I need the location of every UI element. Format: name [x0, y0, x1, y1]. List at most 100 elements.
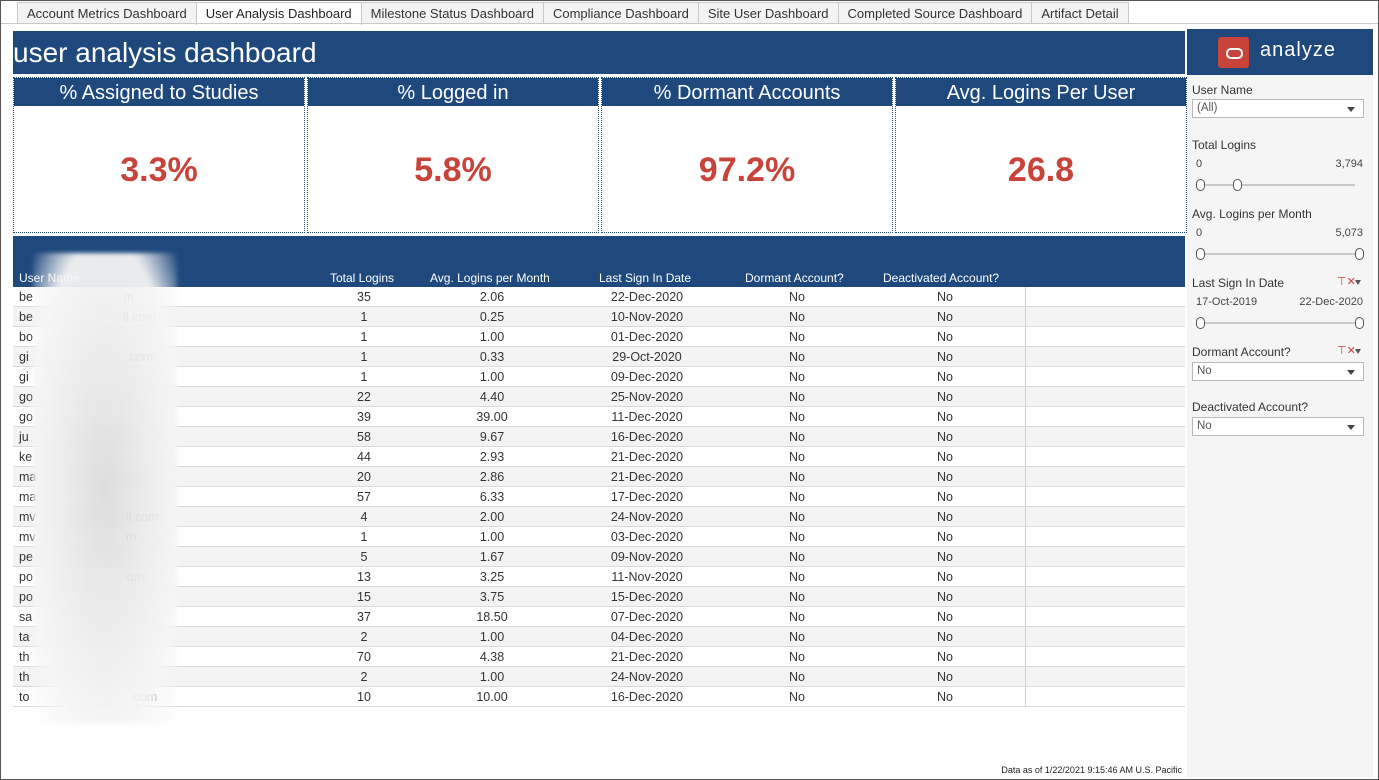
column-divider	[1025, 287, 1026, 306]
total-logins-cell: 1	[360, 310, 368, 324]
table-row[interactable]: ma 20 2.86 21-Dec-2020 No No	[13, 467, 1185, 487]
user-name-cell: gi	[19, 370, 29, 384]
dormant-account-dropdown[interactable]: No	[1192, 362, 1364, 381]
total-logins-cell: 1	[360, 350, 368, 364]
clear-filter-icon[interactable]: ⊤✕	[1337, 345, 1356, 357]
table-row[interactable]: th 70 4.38 21-Dec-2020 No No	[13, 647, 1185, 667]
tab-completed-source-dashboard[interactable]: Completed Source Dashboard	[837, 2, 1033, 24]
last-sign-in-cell: 09-Nov-2020	[610, 550, 684, 564]
tab-compliance-dashboard[interactable]: Compliance Dashboard	[542, 2, 699, 24]
last-sign-in-cell: 24-Nov-2020	[610, 510, 684, 524]
total-logins-max-handle[interactable]	[1233, 179, 1242, 191]
dashboard-tabs: Account Metrics Dashboard User Analysis D…	[17, 2, 1129, 25]
column-divider	[1025, 667, 1026, 686]
filter-label-avg-logins: Avg. Logins per Month	[1192, 207, 1312, 221]
column-header-total-logins[interactable]: Total Logins	[330, 271, 395, 285]
column-header-avg-logins-per-month[interactable]: Avg. Logins per Month	[430, 271, 550, 285]
deactivated-cell: No	[937, 610, 953, 624]
table-row[interactable]: pe 5 1.67 09-Nov-2020 No No	[13, 547, 1185, 567]
total-logins-cell: 5	[360, 550, 368, 564]
avg-logins-cell: 39.00	[476, 410, 508, 424]
last-sign-in-cell: 10-Nov-2020	[610, 310, 684, 324]
table-row[interactable]: ta 2 1.00 04-Dec-2020 No No	[13, 627, 1185, 647]
column-header-last-sign-in-date[interactable]: Last Sign In Date	[599, 271, 692, 285]
last-sign-in-cell: 15-Dec-2020	[610, 590, 684, 604]
last-sign-in-slider-track[interactable]	[1199, 322, 1357, 324]
last-sign-in-cell: 29-Oct-2020	[612, 350, 682, 364]
clear-filter-icon[interactable]: ⊤✕	[1337, 276, 1356, 288]
table-row[interactable]: bo 1 1.00 01-Dec-2020 No No	[13, 327, 1185, 347]
total-logins-slider-track[interactable]	[1199, 184, 1355, 186]
table-row[interactable]: po 15 3.75 15-Dec-2020 No No	[13, 587, 1185, 607]
table-row[interactable]: ke 44 2.93 21-Dec-2020 No No	[13, 447, 1185, 467]
dormant-cell: No	[789, 650, 805, 664]
column-header-dormant-account[interactable]: Dormant Account?	[745, 271, 844, 285]
avg-logins-slider-track[interactable]	[1199, 253, 1357, 255]
kpi-logged-in: % Logged in 5.8%	[307, 77, 599, 233]
tab-account-metrics-dashboard[interactable]: Account Metrics Dashboard	[17, 2, 197, 24]
avg-logins-max-handle[interactable]	[1355, 248, 1364, 260]
column-divider	[1025, 447, 1026, 466]
avg-logins-cell: 1.67	[479, 550, 505, 564]
dropdown-value: (All)	[1197, 102, 1218, 114]
tab-artifact-detail[interactable]: Artifact Detail	[1031, 2, 1129, 24]
filter-menu-chevron-icon[interactable]	[1355, 349, 1361, 354]
last-sign-in-max-handle[interactable]	[1355, 317, 1364, 329]
tab-site-user-dashboard[interactable]: Site User Dashboard	[697, 2, 839, 24]
kpi-label: % Logged in	[308, 78, 598, 106]
last-sign-in-cell: 09-Dec-2020	[610, 370, 684, 384]
total-logins-cell: 22	[357, 390, 371, 404]
last-sign-in-min-handle[interactable]	[1196, 317, 1205, 329]
last-sign-in-cell: 07-Dec-2020	[610, 610, 684, 624]
dormant-cell: No	[789, 550, 805, 564]
last-sign-in-cell: 16-Dec-2020	[610, 430, 684, 444]
dormant-cell: No	[789, 490, 805, 504]
column-divider	[1025, 547, 1026, 566]
dormant-cell: No	[789, 450, 805, 464]
table-row[interactable]: ma 57 6.33 17-Dec-2020 No No	[13, 487, 1185, 507]
filter-label-dormant: Dormant Account?	[1192, 345, 1291, 359]
total-logins-min-handle[interactable]	[1196, 179, 1205, 191]
total-logins-cell: 4	[360, 510, 368, 524]
user-name-cell: go	[19, 410, 33, 424]
last-sign-in-cell: 01-Dec-2020	[610, 330, 684, 344]
table-header: User Name Total Logins Avg. Logins per M…	[13, 236, 1185, 287]
total-logins-cell: 58	[357, 430, 371, 444]
avg-logins-min-handle[interactable]	[1196, 248, 1205, 260]
tab-milestone-status-dashboard[interactable]: Milestone Status Dashboard	[360, 2, 544, 24]
user-name-cell: ma	[19, 490, 37, 504]
deactivated-cell: No	[937, 450, 953, 464]
tab-user-analysis-dashboard[interactable]: User Analysis Dashboard	[195, 2, 362, 25]
table-row[interactable]: gi 1 1.00 09-Dec-2020 No No	[13, 367, 1185, 387]
user-name-dropdown[interactable]: (All)	[1192, 99, 1364, 118]
dormant-cell: No	[789, 350, 805, 364]
deactivated-cell: No	[937, 630, 953, 644]
total-logins-cell: 2	[360, 630, 368, 644]
table-row[interactable]: go 39 39.00 11-Dec-2020 No No	[13, 407, 1185, 427]
filter-menu-chevron-icon[interactable]	[1355, 280, 1361, 285]
kpi-value: 5.8%	[414, 151, 492, 189]
deactivated-cell: No	[937, 510, 953, 524]
column-header-deactivated-account[interactable]: Deactivated Account?	[883, 271, 1000, 285]
deactivated-cell: No	[937, 330, 953, 344]
avg-logins-cell: 1.00	[479, 670, 505, 684]
column-divider	[1025, 567, 1026, 586]
table-row[interactable]: sa 37 18.50 07-Dec-2020 No No	[13, 607, 1185, 627]
kpi-avg-logins-per-user: Avg. Logins Per User 26.8	[895, 77, 1187, 233]
dormant-cell: No	[789, 670, 805, 684]
kpi-value: 3.3%	[120, 151, 198, 189]
total-logins-cell: 2	[360, 670, 368, 684]
deactivated-account-dropdown[interactable]: No	[1192, 417, 1364, 436]
table-row[interactable]: go 22 4.40 25-Nov-2020 No No	[13, 387, 1185, 407]
table-row[interactable]: th 2 1.00 24-Nov-2020 No No	[13, 667, 1185, 687]
dormant-cell: No	[789, 370, 805, 384]
table-row[interactable]: ju 58 9.67 16-Dec-2020 No No	[13, 427, 1185, 447]
total-logins-cell: 1	[360, 370, 368, 384]
